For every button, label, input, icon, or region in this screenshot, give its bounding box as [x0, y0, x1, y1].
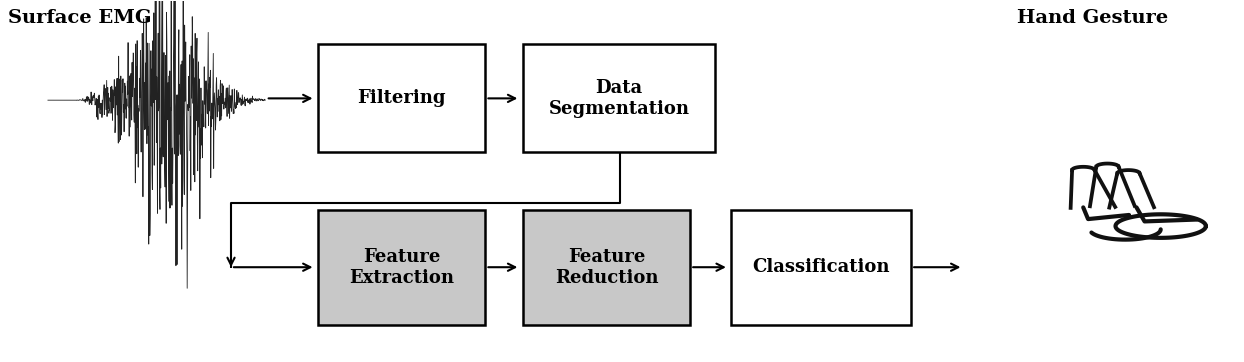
FancyBboxPatch shape	[318, 45, 485, 152]
Text: Surface EMG: Surface EMG	[7, 9, 151, 26]
FancyBboxPatch shape	[522, 45, 715, 152]
Text: Feature
Reduction: Feature Reduction	[555, 248, 658, 287]
FancyBboxPatch shape	[522, 210, 690, 325]
Text: Classification: Classification	[753, 258, 889, 276]
FancyBboxPatch shape	[731, 210, 911, 325]
FancyBboxPatch shape	[318, 210, 485, 325]
Text: Hand Gesture: Hand Gesture	[1016, 9, 1168, 26]
Text: Data
Segmentation: Data Segmentation	[549, 79, 689, 118]
Text: Filtering: Filtering	[357, 89, 445, 108]
Text: Feature
Extraction: Feature Extraction	[350, 248, 454, 287]
